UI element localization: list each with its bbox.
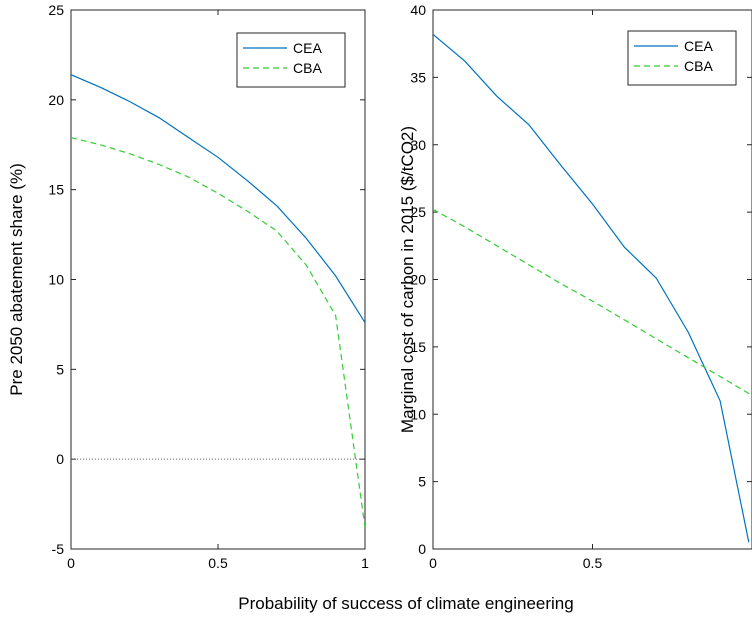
x-tick-label: 0: [67, 555, 75, 571]
axes-box: [70, 9, 366, 550]
series-line-cea: [433, 33, 750, 543]
legend-box: [627, 30, 737, 86]
right-chart-panel: 0 5 10 15 20 25 30 35 40 0 0.5 Marginal cost of car…: [398, 2, 752, 571]
y-tick-label: 15: [410, 339, 426, 355]
legend: CEA CBA: [236, 32, 346, 88]
series-line-cba: [433, 208, 752, 396]
y-tick-label: 5: [418, 474, 426, 490]
y-tick-label: -5: [52, 541, 65, 557]
x-tick-label: 0.5: [583, 555, 603, 571]
y-tick-label: 20: [48, 92, 64, 108]
y-tick-label: 10: [48, 272, 64, 288]
y-tick-label: 25: [410, 204, 426, 220]
legend: CEA CBA: [627, 30, 737, 86]
y-axis-label: Pre 2050 abatement share (%): [7, 163, 26, 395]
series-line-cea: [71, 74, 365, 323]
series-line-cba: [71, 137, 365, 528]
shared-x-axis-label: Probability of success of climate engine…: [238, 594, 573, 613]
y-tick-label: 25: [48, 2, 64, 18]
legend-label-cea: CEA: [684, 38, 713, 54]
y-axis-label: Marginal cost of carbon in 2015 ($/tCO2): [398, 126, 417, 433]
y-tick-label: 40: [410, 2, 426, 18]
x-tick-label: 1: [361, 555, 369, 571]
y-tick-label: 15: [48, 182, 64, 198]
legend-label-cea: CEA: [293, 40, 322, 56]
y-tick-label: 30: [410, 137, 426, 153]
data-layer: [71, 74, 365, 528]
y-tick-label: 5: [56, 361, 64, 377]
x-tick-label: 0: [429, 555, 437, 571]
y-tick-label: 20: [410, 272, 426, 288]
axes-box: [432, 9, 752, 550]
y-tick-label: 0: [56, 451, 64, 467]
data-layer: [433, 33, 752, 543]
legend-label-cba: CBA: [684, 58, 713, 74]
legend-box: [236, 32, 346, 88]
x-tick-label: 0.5: [208, 555, 228, 571]
y-tick-label: 0: [418, 541, 426, 557]
legend-label-cba: CBA: [293, 60, 322, 76]
y-tick-label: 10: [410, 406, 426, 422]
y-tick-label: 35: [410, 69, 426, 85]
